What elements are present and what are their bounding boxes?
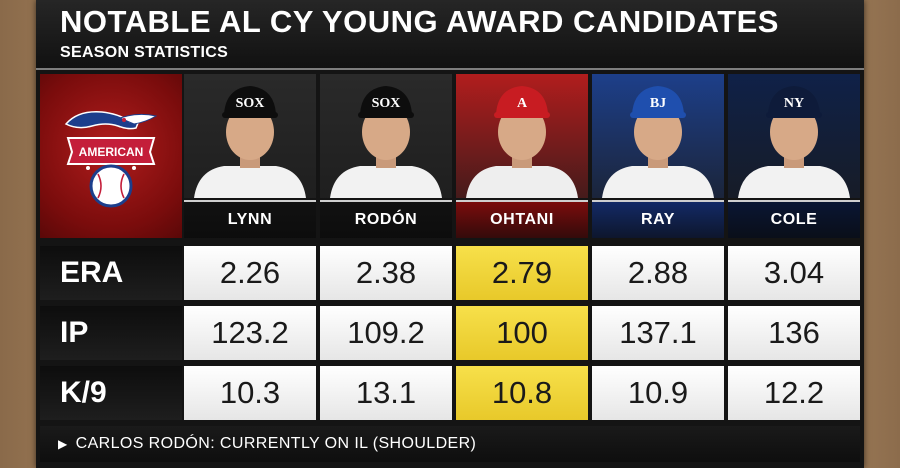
stat-cell: 2.79 bbox=[456, 246, 588, 300]
player-portrait-icon: A bbox=[466, 86, 578, 198]
stat-cell: 10.9 bbox=[592, 366, 724, 420]
player-column-0: SOX LYNN bbox=[184, 74, 316, 238]
player-name: LYNN bbox=[184, 200, 316, 238]
logo-text: AMERICAN bbox=[79, 145, 144, 159]
stat-cell: 136 bbox=[728, 306, 860, 360]
stat-label-era: ERA bbox=[40, 246, 182, 300]
stat-cell: 13.1 bbox=[320, 366, 452, 420]
stat-cell: 137.1 bbox=[592, 306, 724, 360]
cap-logo: SOX bbox=[236, 96, 265, 111]
stat-cell: 2.38 bbox=[320, 246, 452, 300]
footnote-text: CARLOS RODÓN: CURRENTLY ON IL (SHOULDER) bbox=[75, 435, 477, 452]
stat-cell: 10.8 bbox=[456, 366, 588, 420]
play-triangle-icon: ▶ bbox=[58, 437, 68, 451]
cap-logo: NY bbox=[784, 96, 804, 111]
stat-cell: 2.26 bbox=[184, 246, 316, 300]
cap-logo: BJ bbox=[650, 96, 666, 111]
stat-label-ip: IP bbox=[40, 306, 182, 360]
page-subtitle: SEASON STATISTICS bbox=[60, 44, 229, 61]
player-name: OHTANI bbox=[456, 200, 588, 238]
graphic-frame: Notable AL Cy Young Award Candidates SEA… bbox=[36, 0, 864, 468]
player-name: RODÓN bbox=[320, 200, 452, 238]
player-portrait-icon: NY bbox=[738, 86, 850, 198]
player-column-2: A OHTANI bbox=[456, 74, 588, 238]
player-name: RAY bbox=[592, 200, 724, 238]
player-name: COLE bbox=[728, 200, 860, 238]
player-portrait-icon: BJ bbox=[602, 86, 714, 198]
page-title: Notable AL Cy Young Award Candidates bbox=[60, 4, 779, 39]
footnote-bar: ▶ CARLOS RODÓN: CURRENTLY ON IL (SHOULDE… bbox=[40, 426, 860, 462]
stat-cell: 109.2 bbox=[320, 306, 452, 360]
stat-label-k9: K/9 bbox=[40, 366, 182, 420]
player-column-1: SOX RODÓN bbox=[320, 74, 452, 238]
stat-cell: 3.04 bbox=[728, 246, 860, 300]
player-portrait-icon: SOX bbox=[330, 86, 442, 198]
stat-cell: 100 bbox=[456, 306, 588, 360]
cap-logo: SOX bbox=[372, 96, 401, 111]
stat-cell: 123.2 bbox=[184, 306, 316, 360]
cap-logo: A bbox=[517, 96, 528, 111]
stat-cell: 2.88 bbox=[592, 246, 724, 300]
player-column-3: BJ RAY bbox=[592, 74, 724, 238]
player-column-4: NY COLE bbox=[728, 74, 860, 238]
title-bar: Notable AL Cy Young Award Candidates SEA… bbox=[36, 0, 864, 70]
logo-panel: AMERICAN bbox=[40, 74, 182, 238]
american-league-logo-icon: AMERICAN bbox=[64, 111, 158, 208]
player-portrait-icon: SOX bbox=[194, 86, 306, 198]
stat-cell: 10.3 bbox=[184, 366, 316, 420]
stat-cell: 12.2 bbox=[728, 366, 860, 420]
